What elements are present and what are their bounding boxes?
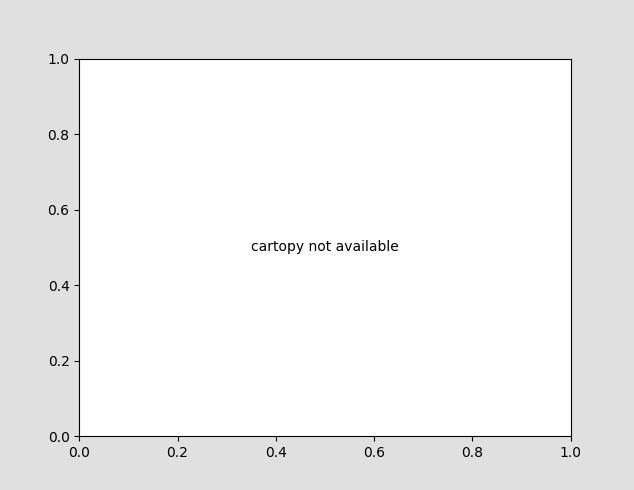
Text: cartopy not available: cartopy not available: [251, 241, 399, 254]
